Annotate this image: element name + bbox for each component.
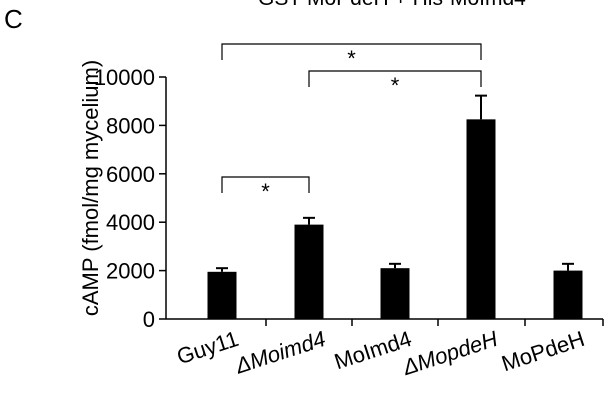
figure-title-cut: GST-MoPdeH + His-MoImd4 (258, 0, 526, 11)
y-tick-label: 2000 (106, 259, 155, 284)
y-tick-label: 8000 (106, 113, 155, 138)
significance-star: * (347, 46, 356, 71)
y-axis: 0 2000 4000 6000 8000 10000 (94, 65, 167, 332)
significance-bracket (221, 176, 310, 193)
x-tick-label: ΔMoimd4 (231, 326, 328, 379)
y-tick-label: 0 (143, 307, 155, 332)
bar (466, 119, 496, 319)
bar (380, 268, 410, 319)
bar (207, 271, 237, 319)
x-tick-label: ΔMopdeH (399, 326, 501, 380)
significance-bracket (221, 43, 482, 60)
panel-letter: C (4, 4, 23, 34)
y-tick-label: 10000 (94, 65, 155, 90)
significance-bracket (308, 70, 482, 87)
bar (294, 224, 324, 319)
bars (207, 119, 583, 319)
significance-star: * (261, 179, 270, 204)
x-tick-label: MoImd4 (331, 326, 414, 374)
y-tick-label: 4000 (106, 210, 155, 235)
significance-brackets: * * * (221, 43, 482, 204)
y-axis-label: cAMP (fmol/mg mycelium) (78, 60, 103, 316)
error-bars (216, 94, 574, 272)
x-tick-label: Guy11 (174, 326, 242, 369)
y-tick-label: 6000 (106, 162, 155, 187)
x-tick-label: MoPdeH (498, 326, 587, 376)
bar (553, 270, 583, 319)
significance-star: * (391, 73, 400, 98)
